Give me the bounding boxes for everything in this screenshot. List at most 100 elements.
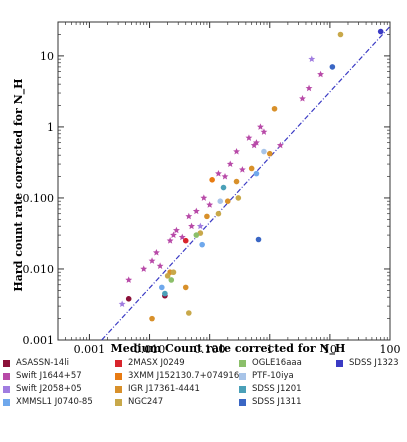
legend-item: NGC247 bbox=[115, 397, 163, 407]
legend-swatch bbox=[239, 385, 246, 393]
legend-label: ASASSN-14li bbox=[16, 358, 69, 368]
data-point bbox=[220, 184, 227, 191]
data-point bbox=[209, 177, 215, 183]
legend-label: IGR J17361-4441 bbox=[128, 384, 200, 394]
data-point-star bbox=[260, 128, 268, 135]
data-point bbox=[233, 178, 240, 185]
data-point bbox=[266, 150, 273, 157]
data-point-star bbox=[233, 147, 240, 155]
data-point-star bbox=[170, 231, 177, 238]
data-point bbox=[125, 296, 132, 302]
data-point-star bbox=[299, 95, 306, 102]
data-point-star bbox=[140, 265, 148, 272]
data-point-star bbox=[276, 141, 284, 149]
x-tick-label: 0.100 bbox=[194, 343, 226, 356]
y-tick-label: 0.100 bbox=[23, 192, 55, 205]
y-tick-label: 1 bbox=[47, 121, 54, 134]
data-point-star bbox=[226, 160, 234, 167]
data-point bbox=[377, 28, 384, 35]
x-tick-label: 10 bbox=[323, 343, 337, 356]
y-axis-label: Hard count rate corrected for N_H bbox=[12, 78, 26, 291]
fit-line bbox=[101, 26, 391, 341]
legend-swatch bbox=[239, 372, 246, 380]
fit-line-layer bbox=[101, 26, 391, 341]
legend-label: SDSS J1201 bbox=[252, 384, 302, 394]
data-point-star bbox=[215, 170, 222, 177]
legend-label: Swift J2058+05 bbox=[16, 384, 82, 394]
legend-swatch bbox=[3, 385, 10, 393]
legend-item: IGR J17361-4441 bbox=[115, 384, 200, 394]
y-tick-label: 0.001 bbox=[23, 334, 55, 347]
legend-item: 2MASX J0249 bbox=[115, 358, 185, 368]
data-point bbox=[182, 237, 189, 244]
data-point-star bbox=[192, 207, 200, 215]
legend-item: PTF-10iya bbox=[239, 371, 294, 381]
data-point bbox=[271, 105, 278, 112]
data-point bbox=[164, 273, 171, 279]
axes: 0.001 0.010 0.100 1 10 100 0.001 0.010 0.100 1 10 bbox=[23, 21, 401, 356]
data-point-star bbox=[196, 222, 204, 230]
data-point bbox=[235, 195, 242, 201]
data-point bbox=[248, 165, 255, 172]
legend-swatch bbox=[3, 398, 10, 406]
scatter-chart: 0.001 0.010 0.100 1 10 1000.0010.0100.100110 … bbox=[12, 21, 401, 356]
legend-item: SDSS J1201 bbox=[239, 384, 302, 394]
data-point bbox=[261, 148, 267, 155]
data-point-star bbox=[118, 300, 126, 308]
data-point-star bbox=[206, 201, 214, 208]
data-point-star bbox=[156, 262, 164, 269]
legend-label: OGLE16aaa bbox=[252, 358, 302, 368]
data-point bbox=[170, 269, 177, 276]
x-tick-label: 100 bbox=[380, 343, 401, 356]
x-tick-label: 1 bbox=[266, 343, 273, 356]
data-point bbox=[149, 315, 155, 322]
data-point bbox=[182, 284, 189, 291]
legend-label: SDSS J1311 bbox=[252, 397, 302, 407]
legend-label: 2MASX J0249 bbox=[128, 358, 185, 368]
data-point-star bbox=[166, 237, 174, 244]
legend-label: SDSS J1323 bbox=[349, 358, 399, 368]
data-point-star bbox=[178, 233, 186, 241]
legend-swatch bbox=[3, 372, 10, 380]
legend-swatch bbox=[239, 359, 246, 367]
legend-swatch bbox=[336, 359, 343, 367]
data-point-star bbox=[200, 194, 208, 201]
legend-label: XMMSL1 J0740-85 bbox=[16, 397, 93, 407]
legend-swatch bbox=[239, 398, 246, 406]
legend-label: Swift J1644+57 bbox=[16, 371, 82, 381]
legend-item: Swift J1644+57 bbox=[3, 371, 82, 381]
data-point-star bbox=[305, 84, 313, 92]
legend-item: SDSS J1311 bbox=[239, 397, 302, 407]
legend-swatch bbox=[3, 359, 10, 367]
legend-swatch bbox=[115, 385, 122, 393]
data-point-star bbox=[257, 123, 264, 130]
plot-frame bbox=[57, 21, 391, 341]
legend-item: XMMSL1 J0740-85 bbox=[3, 397, 93, 407]
data-point bbox=[186, 310, 192, 316]
legend-label: 3XMM J152130.7+074916 bbox=[128, 371, 240, 381]
x-axis-label: Medium Count rate corrected for N_H bbox=[111, 342, 346, 356]
legend-item: ASASSN-14li bbox=[3, 358, 69, 368]
data-point bbox=[162, 290, 168, 297]
data-point bbox=[224, 198, 231, 204]
data-point bbox=[253, 170, 260, 177]
x-tick-label: 0.010 bbox=[134, 343, 166, 356]
legend-label: NGC247 bbox=[128, 397, 164, 407]
y-tick-label: 10 bbox=[40, 50, 54, 63]
x-tick-label: 0.001 bbox=[74, 343, 106, 356]
data-point-star bbox=[148, 257, 156, 264]
y-tick-label: 0.010 bbox=[23, 263, 55, 276]
data-point bbox=[193, 232, 200, 238]
data-point bbox=[217, 198, 224, 204]
data-point bbox=[168, 277, 175, 283]
legend-swatch bbox=[115, 398, 122, 406]
data-point-star bbox=[317, 70, 324, 78]
data-points bbox=[118, 28, 384, 322]
legend-item: OGLE16aaa bbox=[239, 358, 302, 368]
data-point bbox=[337, 31, 344, 38]
legend-label: PTF-10iya bbox=[252, 371, 294, 381]
legend-item: Swift J2058+05 bbox=[3, 384, 82, 394]
data-point bbox=[159, 284, 165, 291]
legend-item: SDSS J1323 bbox=[336, 358, 399, 368]
data-point-star bbox=[238, 166, 246, 173]
